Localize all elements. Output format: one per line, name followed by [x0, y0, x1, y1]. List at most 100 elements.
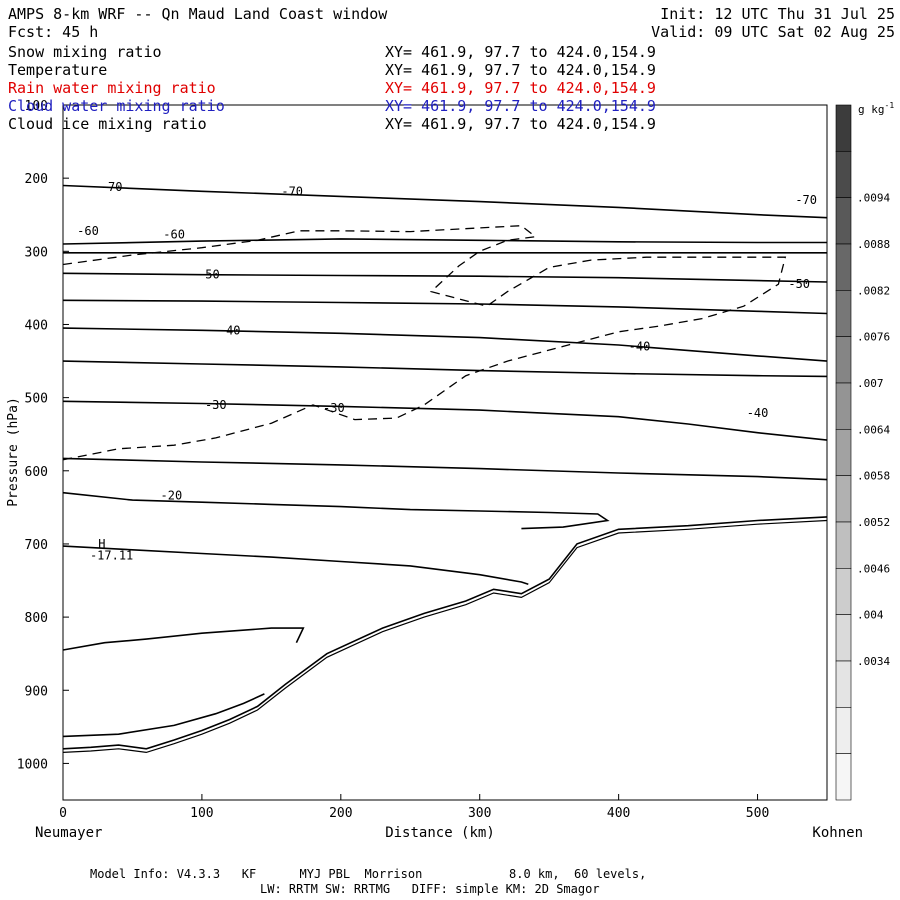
- legend-label: Cloud water mixing ratio: [8, 97, 225, 115]
- model-info-line1: Model Info: V4.3.3 KF MYJ PBL Morrison 8…: [90, 867, 646, 881]
- colorbar-tick-label: .0088: [857, 238, 890, 251]
- contour-labels: -70 -70 -70 -60 -60 -50 -50 -40 -40 -30 -30 -40 -20 H…: [77, 180, 817, 563]
- y-tick-label: 900: [25, 684, 48, 699]
- temperature-contour: [62, 360, 828, 378]
- x-left-station: Neumayer: [35, 825, 102, 841]
- contour-layer: [62, 184, 828, 754]
- colorbar-tick-label: .0046: [857, 562, 890, 575]
- y-tick-label: 100: [25, 99, 48, 114]
- x-right-station: Kohnen: [812, 825, 863, 841]
- colorbar-tick-label: .0052: [857, 516, 890, 529]
- x-tick-label: 500: [746, 806, 769, 821]
- temperature-contour: [62, 299, 828, 315]
- temperature-contour: [62, 693, 265, 738]
- colorbar-swatch: [835, 382, 852, 430]
- colorbar-tick-label: .0094: [857, 192, 890, 205]
- legend-xy: XY= 461.9, 97.7 to 424.0,154.9: [385, 97, 656, 115]
- x-tick-label: 200: [329, 806, 352, 821]
- y-axis-label: Pressure (hPa): [6, 397, 21, 507]
- x-tick-label: 100: [190, 806, 213, 821]
- colorbar-tick-label: .0082: [857, 284, 890, 297]
- colorbar-swatch: [835, 707, 852, 754]
- temperature-contour: [62, 400, 828, 441]
- legend-label: Cloud ice mixing ratio: [8, 115, 207, 133]
- colorbar-swatch: [835, 521, 852, 569]
- colorbar-tick-label: .0034: [857, 655, 890, 668]
- contour-label: -20: [161, 489, 183, 503]
- legend-label: Temperature: [8, 61, 107, 79]
- contour-label: -50: [198, 268, 220, 282]
- temperature-contour: [62, 184, 828, 219]
- colorbar-tick-label: .0058: [857, 470, 890, 483]
- contour-label: -30: [205, 398, 227, 412]
- forecast-hour: Fcst: 45 h: [8, 23, 98, 41]
- temperature-contour: [62, 457, 828, 481]
- contour-label: -70: [281, 184, 303, 198]
- contour-label: -60: [77, 224, 99, 238]
- colorbar-swatch: [835, 104, 852, 152]
- y-tick-label: 200: [25, 172, 48, 187]
- x-axis-ticks: 0 100 200 300 400 500: [59, 794, 769, 821]
- colorbar-swatch: [835, 336, 852, 384]
- contour-label: -40: [629, 339, 651, 353]
- terrain-line-lower: [62, 519, 828, 754]
- contour-label: -60: [163, 227, 185, 241]
- y-tick-label: 1000: [17, 757, 48, 772]
- legend-label: Snow mixing ratio: [8, 43, 162, 61]
- contour-label: -50: [788, 277, 810, 291]
- colorbar-swatch: [835, 197, 852, 245]
- colorbar-swatch: [835, 475, 852, 523]
- colorbar-swatch: [835, 568, 852, 615]
- colorbar-tick-label: .0076: [857, 331, 890, 344]
- colorbar-tick-label: .007: [857, 377, 884, 390]
- x-tick-label: 400: [607, 806, 630, 821]
- contour-label: -40: [747, 406, 769, 420]
- legend-xy: XY= 461.9, 97.7 to 424.0,154.9: [385, 79, 656, 97]
- colorbar-unit: g kg-1: [858, 101, 894, 116]
- y-tick-label: 600: [25, 465, 48, 480]
- x-tick-label: 0: [59, 806, 67, 821]
- colorbar-tick-label: .0064: [857, 423, 890, 436]
- x-axis-label: Distance (km): [385, 825, 495, 841]
- colorbar-swatch: [835, 614, 852, 662]
- colorbar-swatch: [835, 429, 852, 476]
- legend-xy: XY= 461.9, 97.7 to 424.0,154.9: [385, 43, 656, 61]
- colorbar-tick-label: .004: [857, 609, 884, 622]
- model-info-line2: LW: RRTM SW: RRTMG DIFF: simple KM: 2D S…: [260, 882, 600, 896]
- plot-frame: [62, 104, 828, 801]
- init-time: Init: 12 UTC Thu 31 Jul 25: [660, 5, 895, 23]
- y-axis-ticks: 100 200 300 400 500 600 700 800 900 1000: [17, 99, 69, 772]
- temperature-contour: [62, 627, 305, 651]
- y-tick-label: 500: [25, 392, 48, 407]
- contour-label: -70: [101, 180, 123, 194]
- colorbar-swatch: [835, 753, 852, 801]
- colorbar-swatch: [835, 290, 852, 337]
- legend-xy: XY= 461.9, 97.7 to 424.0,154.9: [385, 61, 656, 79]
- colorbar: .0094 .0088 .0082 .0076 .007 .0064 .0058 .0052.…: [835, 104, 890, 801]
- contour-label: -30: [323, 401, 345, 415]
- temperature-contour: [62, 491, 610, 530]
- colorbar-swatch: [835, 660, 852, 708]
- contour-label: -17.11: [90, 549, 133, 563]
- legend-label: Rain water mixing ratio: [8, 79, 216, 97]
- y-tick-label: 800: [25, 611, 48, 626]
- contour-label: -70: [795, 193, 817, 207]
- temperature-contour: [62, 327, 828, 362]
- x-tick-label: 300: [468, 806, 491, 821]
- terrain-line: [62, 516, 828, 750]
- y-tick-label: 700: [25, 538, 48, 553]
- colorbar-swatch: [835, 243, 852, 291]
- colorbar-swatch: [835, 151, 852, 198]
- y-tick-label: 400: [25, 318, 48, 333]
- contour-label: H: [98, 537, 105, 551]
- valid-time: Valid: 09 UTC Sat 02 Aug 25: [651, 23, 895, 41]
- legend-xy: XY= 461.9, 97.7 to 424.0,154.9: [385, 115, 656, 133]
- temperature-contour: [62, 545, 529, 585]
- snow-mixing-contour: [62, 225, 787, 461]
- field-legend: Snow mixing ratio XY= 461.9, 97.7 to 424.…: [8, 43, 656, 133]
- temperature-contour: [62, 272, 828, 283]
- chart-title: AMPS 8-km WRF -- Qn Maud Land Coast wind…: [8, 5, 388, 23]
- temperature-contour: [62, 238, 827, 245]
- y-tick-label: 300: [25, 245, 48, 260]
